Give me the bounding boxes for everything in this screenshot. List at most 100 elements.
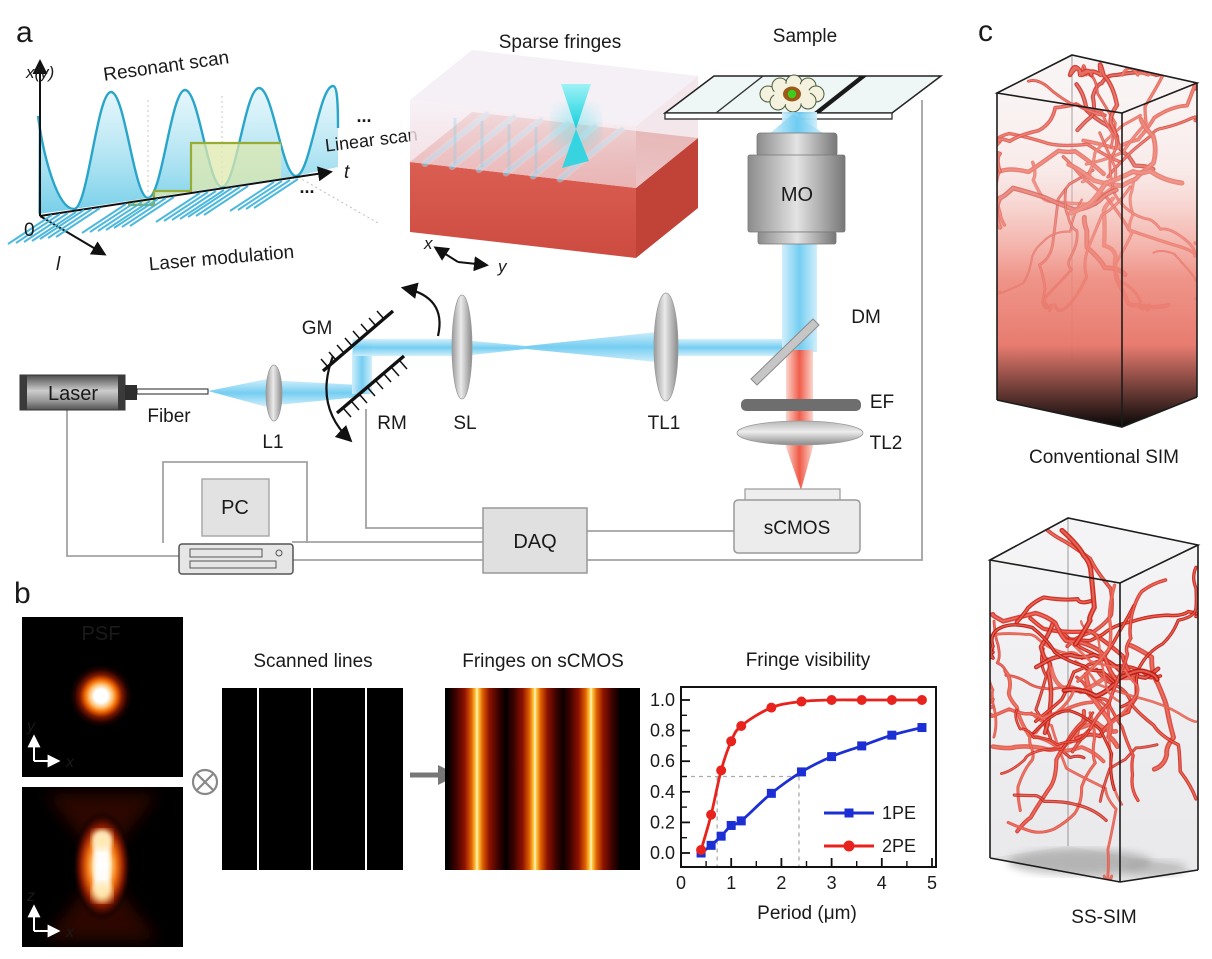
- chart-point-2PE: [856, 695, 867, 705]
- sparse-fringes-cube: x y Sparse fringes: [410, 32, 698, 276]
- psf-xy-h-axis: x: [65, 754, 75, 771]
- chart-point-1PE: [766, 788, 776, 798]
- laser-modulation-label: Laser modulation: [148, 242, 295, 276]
- lens-l1: [265, 364, 283, 422]
- vessel-highlight: [1061, 529, 1096, 646]
- vessel-highlight: [1080, 620, 1120, 702]
- chart-point-2PE: [886, 695, 897, 705]
- chart-point-1PE: [887, 730, 897, 740]
- tl1-label: TL1: [648, 413, 681, 434]
- vessel-highlight: [1120, 566, 1197, 708]
- fringe-visibility-chart: Fringe visibility Period (μm) 0 1 2 3 4 5 0.0 0.2…: [650, 650, 937, 924]
- cube-y-axis-label: y: [497, 257, 508, 276]
- chart-x-tick-label: 3: [827, 873, 837, 893]
- chart-plot-frame: [680, 686, 937, 868]
- psf-xz-image: z x: [22, 787, 183, 947]
- setup-labels: Sample MO DM EF TL2 TL1 SL GM RM L1 Fibe…: [48, 26, 902, 553]
- chart-point-2PE: [706, 809, 717, 820]
- vessel-highlight: [1096, 668, 1197, 800]
- chart-point-1PE: [726, 820, 736, 830]
- fringes-title: Fringes on sCMOS: [462, 651, 624, 672]
- laser-source: [19, 374, 209, 411]
- l1-label: L1: [262, 432, 283, 453]
- chart-point-1PE: [736, 816, 746, 826]
- pc-label: PC: [221, 497, 249, 519]
- tl2-label: TL2: [870, 433, 903, 454]
- pc-keyboard: [178, 543, 294, 575]
- panel-b-label: b: [14, 577, 31, 610]
- cube-title: Sparse fringes: [499, 32, 622, 53]
- chart-xlabel: Period (μm): [757, 903, 857, 924]
- chart-point-2PE: [916, 695, 927, 705]
- dm-label: DM: [851, 307, 881, 328]
- chart-y-tick-label: 0.4: [650, 782, 675, 802]
- resonant-rotation-arrow: [325, 355, 353, 443]
- vessel-highlight: [1035, 653, 1160, 679]
- inset-time-axis: [39, 166, 333, 217]
- legend-label-2PE: 2PE: [882, 836, 916, 856]
- chart-point-1PE: [857, 741, 867, 751]
- chart-x-tick-label: 0: [676, 873, 686, 893]
- dots-top: ...: [356, 106, 371, 126]
- chart-y-tick-label: 0.2: [650, 812, 675, 832]
- objective: [747, 132, 846, 245]
- fiber-cable: [136, 388, 209, 395]
- legend-label-1PE: 1PE: [882, 803, 916, 823]
- legend-marker-2PE: [843, 840, 855, 852]
- dots-bottom: ...: [299, 177, 314, 197]
- daq-box: [482, 507, 588, 574]
- psf-xz-h-axis: x: [65, 924, 75, 941]
- ss-sim-caption: SS-SIM: [1071, 907, 1136, 928]
- sample-label: Sample: [773, 26, 837, 47]
- chart-point-2PE: [826, 695, 837, 705]
- inset-line-axis: [39, 215, 107, 256]
- scan-lens: [451, 294, 473, 400]
- cube-x-axis-label: x: [423, 234, 433, 253]
- chart-point-2PE: [736, 721, 747, 732]
- focus-cone-top: [561, 84, 591, 129]
- emission-beam: [786, 350, 813, 490]
- chart-point-1PE: [706, 840, 716, 850]
- chart-point-1PE: [796, 767, 806, 777]
- chart-title: Fringe visibility: [746, 650, 871, 671]
- convolution-operator-icon: [191, 768, 219, 796]
- fringes-image: Fringes on sCMOS: [445, 651, 640, 870]
- inset-vertical-axis-label: x(y): [25, 63, 54, 82]
- gm-label: GM: [302, 318, 333, 339]
- daq-label: DAQ: [513, 531, 556, 553]
- conventional-sim-caption: Conventional SIM: [1029, 447, 1179, 468]
- scmos-label: sCMOS: [764, 518, 831, 539]
- psf-xy-image: PSF y x: [22, 617, 183, 777]
- ef-label: EF: [870, 392, 894, 413]
- chart-point-2PE: [716, 765, 727, 776]
- linear-scan-staircase: [128, 143, 281, 205]
- sl-label: SL: [453, 413, 476, 434]
- psf-label: PSF: [82, 623, 121, 645]
- vessel-highlight: [991, 612, 1119, 683]
- vessel-highlight: [1077, 584, 1116, 682]
- chart-x-tick-label: 5: [927, 873, 937, 893]
- psf-xz-v-axis: z: [26, 888, 35, 905]
- vessel-highlight: [1071, 579, 1167, 753]
- pc-monitor: [201, 478, 270, 537]
- scanned-lines-image: Scanned lines: [222, 651, 403, 870]
- chart-point-1PE: [716, 831, 726, 841]
- timing-inset: x(y) t l 0 Resonant scan Linear scan Las…: [7, 47, 419, 276]
- vessel-highlight: [1007, 712, 1097, 833]
- inset-line-axis-label: l: [56, 254, 61, 275]
- vessel-highlight: [1015, 709, 1090, 746]
- galvo-rotation-arrow: [400, 282, 441, 337]
- sample-slide: [662, 74, 944, 120]
- resonant-mirror: [325, 354, 408, 443]
- specimen: [759, 74, 825, 113]
- vessel-highlight: [990, 624, 1115, 683]
- chart-point-1PE: [827, 752, 837, 762]
- chart-x-tick-label: 4: [877, 873, 887, 893]
- psf-xy-v-axis: y: [26, 718, 36, 735]
- vessel-highlight: [1013, 794, 1107, 822]
- vessel-highlight: [1015, 596, 1092, 623]
- chart-point-2PE: [766, 702, 777, 713]
- chart-x-tick-label: 1: [726, 873, 736, 893]
- chart-point-2PE: [726, 736, 737, 747]
